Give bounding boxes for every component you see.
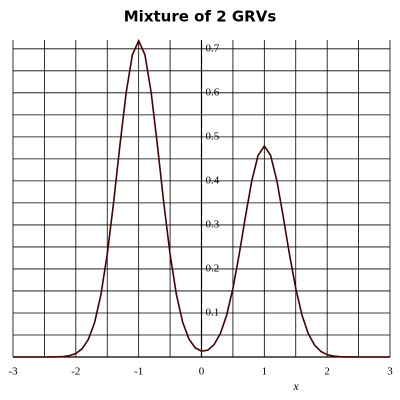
y-tick-label: 0.7 [206,42,220,54]
x-tick-label: -2 [71,366,80,378]
x-tick-label: 0 [199,366,205,378]
data-line [13,38,390,358]
x-tick-label: 2 [324,366,330,378]
x-axis-label: x [292,379,299,393]
y-tick-label: 0.3 [206,218,220,230]
x-tick-label: -1 [134,366,143,378]
x-tick-label: 1 [262,366,268,378]
y-tick-label: 0.6 [206,86,220,98]
y-tick-label: 0.5 [206,130,220,142]
x-tick-label: 3 [387,366,393,378]
y-tick-label: 0.2 [206,262,220,274]
y-tick-label: 0.1 [206,307,220,319]
x-tick-label: -3 [8,366,18,378]
chart-title: Mixture of 2 GRVs [124,8,277,26]
y-tick-label: 0.4 [206,174,220,186]
